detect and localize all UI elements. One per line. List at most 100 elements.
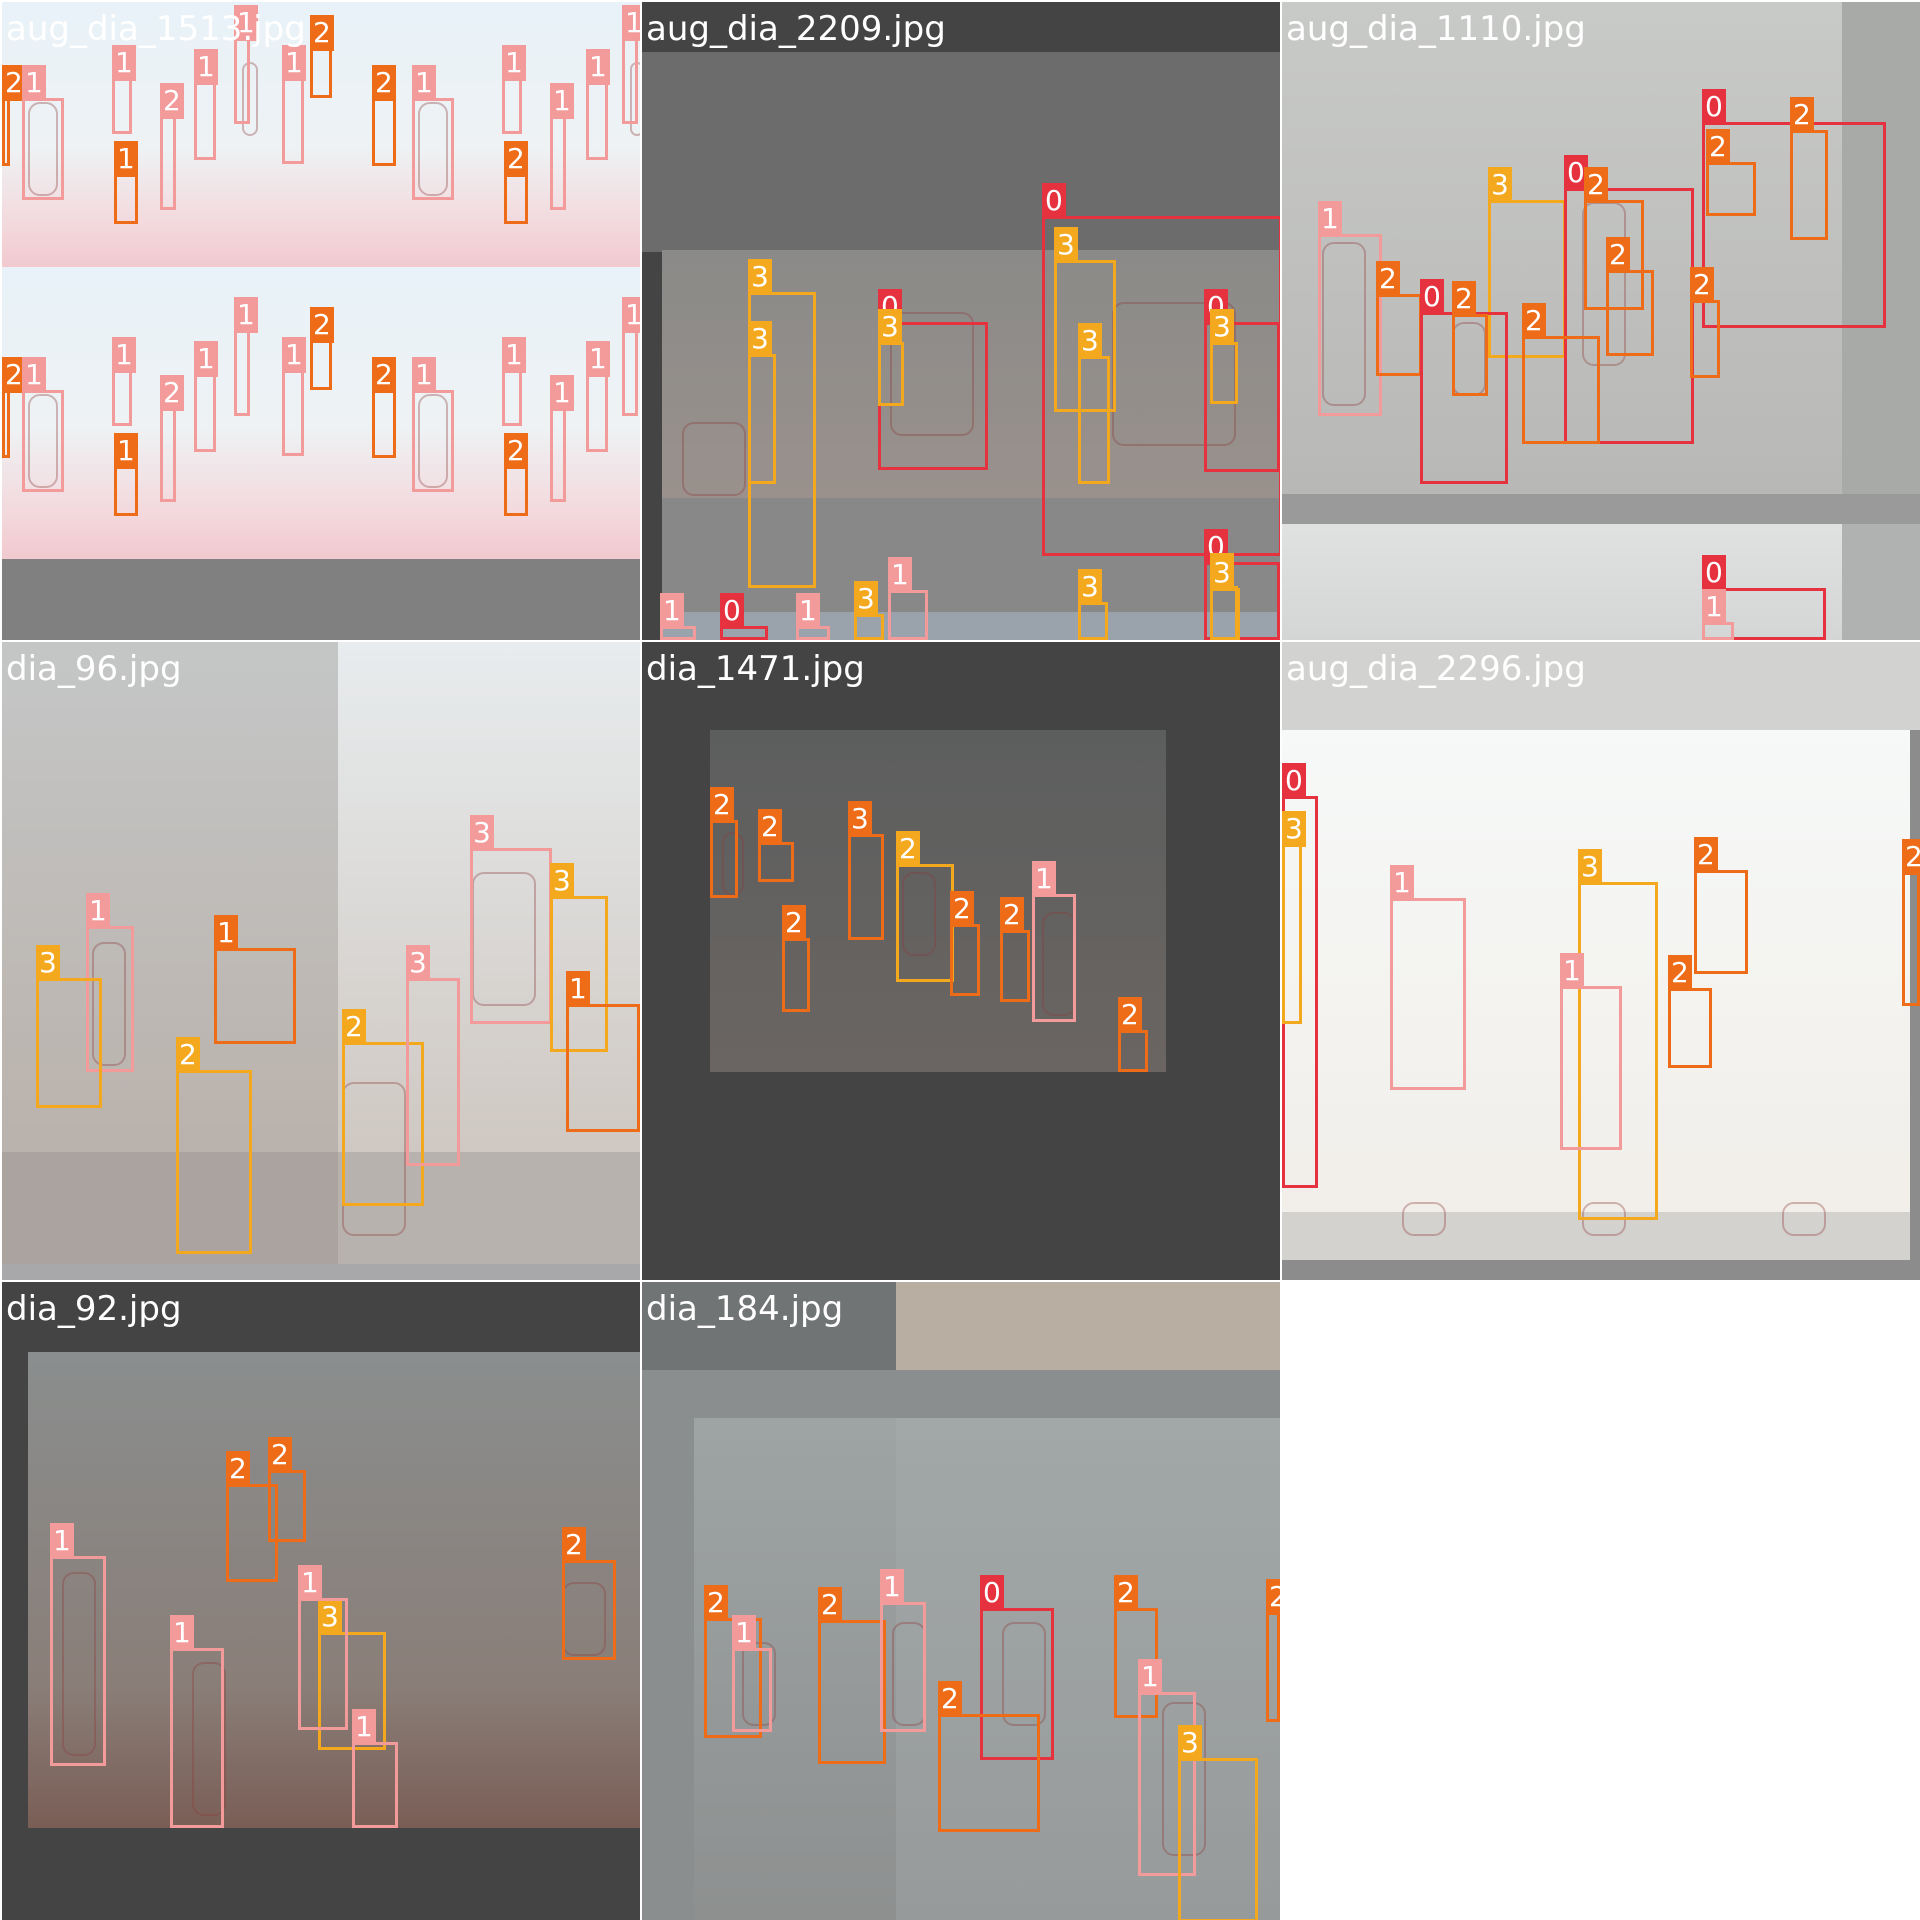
detection-box: 2 [950, 891, 980, 996]
detection-box: 3 [1178, 1725, 1258, 1920]
class-label: 1 [1032, 861, 1056, 897]
capillary-shape [62, 1572, 96, 1756]
capillary-shape [890, 312, 974, 436]
class-label: 3 [848, 801, 872, 837]
class-label: 1 [234, 297, 258, 333]
detection-box: 1 [550, 83, 574, 210]
detection-box: 1 [282, 337, 306, 456]
detection-box: 2 [160, 375, 184, 502]
class-label: 1 [412, 357, 436, 393]
detection-box: 3 [1054, 227, 1116, 412]
detection-box: 2 [1606, 237, 1654, 356]
detection-box: 1 [114, 433, 138, 516]
detection-box: 3 [1210, 555, 1240, 640]
image-region [2, 1264, 640, 1280]
capillary-shape [472, 872, 536, 1006]
filename-label: aug_dia_1110.jpg [1286, 9, 1586, 49]
class-label: 2 [1706, 129, 1730, 165]
image-tile: 2 2 1 2 1 3 1 1 dia_92.jpg [2, 1282, 640, 1920]
class-label: 2 [342, 1009, 366, 1045]
filename-label: dia_1471.jpg [646, 649, 865, 689]
detection-box: 2 [160, 83, 184, 210]
capillary-shape [682, 422, 746, 496]
detection-box: 3 [470, 815, 552, 1024]
detection-box: 1 [732, 1615, 772, 1732]
class-label: 1 [732, 1615, 756, 1651]
detection-box: 1 [412, 357, 454, 492]
detection-box: 3 [36, 945, 102, 1108]
class-label: 2 [160, 83, 184, 119]
class-label: 1 [880, 1569, 904, 1605]
detection-box: 1 [112, 337, 136, 426]
class-label: 1 [22, 357, 46, 393]
class-label: 1 [550, 375, 574, 411]
class-label: 3 [878, 309, 902, 345]
image-region [338, 1152, 640, 1264]
class-label: 3 [318, 1599, 342, 1635]
detection-box: 2 [2, 357, 26, 458]
class-label: 3 [470, 815, 494, 851]
image-tile: 2 2 2 3 2 2 2 1 2 dia_1471.jpg [642, 642, 1280, 1280]
detection-box: 1 [170, 1615, 224, 1828]
detection-box: 1 [86, 893, 134, 1072]
detection-box: 1 [412, 65, 454, 200]
detection-box: 1 [22, 65, 64, 200]
class-label: 1 [550, 83, 574, 119]
class-label: 2 [1114, 1575, 1138, 1611]
class-label: 3 [1178, 1725, 1202, 1761]
image-region [896, 1282, 1280, 1370]
capillary-shape [1162, 1702, 1206, 1856]
detection-box: 1 [1702, 589, 1734, 640]
class-label: 1 [298, 1565, 322, 1601]
capillary-shape [28, 102, 58, 196]
class-label: 1 [888, 557, 912, 593]
class-label: 2 [226, 1451, 250, 1487]
class-label: 3 [406, 945, 430, 981]
class-label: 0 [1564, 155, 1588, 191]
class-label: 2 [818, 1587, 842, 1623]
image-tile: 0 2 2 3 0 2 1 2 0 2 2 2 2 0 1 aug_dia_1110.jpg [1282, 2, 1920, 640]
detection-box: 1 [502, 337, 526, 426]
detection-box: 2 [1790, 97, 1828, 240]
detection-box: 2 [758, 809, 794, 882]
class-label: 1 [234, 5, 258, 41]
class-label: 0 [1420, 279, 1444, 315]
detection-box: 1 [1390, 865, 1466, 1090]
detection-box: 2 [1118, 997, 1148, 1072]
detection-box: 2 [710, 787, 738, 898]
class-label: 3 [748, 321, 772, 357]
detection-box: 2 [372, 357, 396, 458]
capillary-shape [1402, 1202, 1446, 1236]
capillary-shape [242, 62, 258, 136]
detection-box: 0 [980, 1575, 1054, 1760]
class-label: 1 [170, 1615, 194, 1651]
class-label: 2 [938, 1681, 962, 1717]
class-label: 2 [1376, 261, 1400, 297]
class-label: 2 [704, 1585, 728, 1621]
detection-box: 1 [586, 49, 610, 160]
detection-box: 3 [550, 863, 608, 1052]
class-label: 1 [114, 433, 138, 469]
class-label: 2 [1584, 167, 1608, 203]
class-label: 2 [1694, 837, 1718, 873]
class-label: 2 [1790, 97, 1814, 133]
detection-box: 1 [234, 5, 258, 124]
class-label: 1 [796, 593, 820, 629]
detection-box: 1 [112, 45, 136, 134]
filename-label: dia_92.jpg [6, 1289, 182, 1329]
class-label: 2 [758, 809, 782, 845]
capillary-shape [1582, 202, 1626, 366]
class-label: 3 [1078, 323, 1102, 359]
image-tile: 330303303031013133aug_dia_2209.jpg [642, 2, 1280, 640]
detection-box: 1 [586, 341, 610, 452]
class-label: 2 [2, 357, 26, 393]
class-label: 3 [36, 945, 60, 981]
class-label: 3 [1488, 167, 1512, 203]
detection-box: 1 [888, 557, 928, 640]
class-label: 1 [1138, 1659, 1162, 1695]
detection-box: 0 [720, 593, 768, 640]
detection-box: 2 [1584, 167, 1644, 310]
class-label: 0 [980, 1575, 1004, 1611]
detection-box: 1 [1560, 953, 1622, 1150]
